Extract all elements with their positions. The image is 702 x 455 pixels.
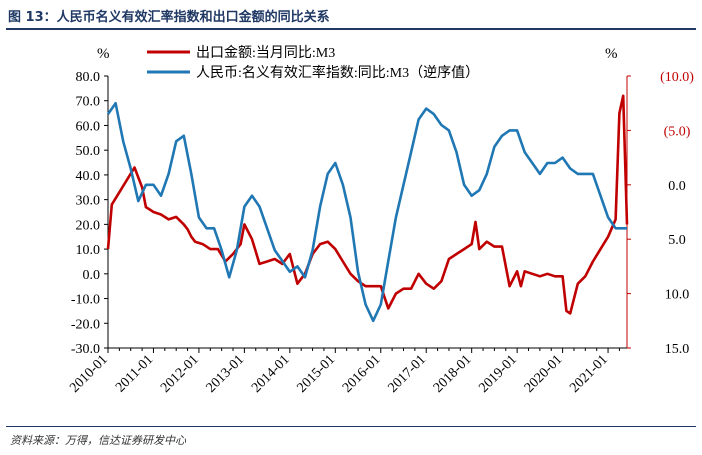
x-tick-label: 2010-01: [67, 352, 111, 396]
figure-title: 图 13：人民币名义有效汇率指数和出口金额的同比关系: [8, 10, 330, 25]
right-tick-label: 5.0: [668, 233, 686, 248]
x-tick-label: 2015-01: [295, 352, 339, 396]
footer-rule: [6, 426, 696, 427]
x-tick-label: 2018-01: [431, 352, 475, 396]
left-tick-label: 0.0: [83, 268, 101, 283]
legend-label-export: 出口金额:当月同比:M3: [196, 45, 335, 61]
right-tick-label: 0.0: [668, 179, 686, 194]
x-tick-label: 2012-01: [158, 352, 202, 396]
source-note: 资料来源：万得，信达证券研发中心: [10, 434, 186, 447]
right-tick-label: (10.0): [660, 70, 694, 85]
right-tick-label: 15.0: [665, 342, 690, 357]
x-tick-label: 2020-01: [522, 352, 566, 396]
left-tick-label: 30.0: [76, 194, 101, 209]
x-tick-label: 2011-01: [113, 352, 156, 395]
title-rule: [6, 28, 696, 30]
left-tick-label: 80.0: [76, 70, 101, 85]
left-tick-label: 60.0: [76, 119, 101, 134]
left-tick-label: 50.0: [76, 144, 101, 159]
chart: % % 80.0 70.0 60.0 50.0 40.0 30.0 20.0 10.0 0.0 -…: [67, 45, 694, 396]
legend-label-rmb: 人民币:名义有效汇率指数:同比:M3（逆序值）: [196, 64, 479, 81]
left-tick-label: -20.0: [71, 317, 100, 332]
x-tick-label: 2017-01: [385, 352, 429, 396]
left-tick-label: -10.0: [71, 293, 100, 308]
series-line-export: [106, 94, 629, 315]
legend: 出口金额:当月同比:M3 人民币:名义有效汇率指数:同比:M3（逆序值）: [147, 45, 479, 81]
left-tick-label: 70.0: [76, 95, 101, 110]
right-unit-label: %: [605, 46, 618, 62]
right-tick-label: (5.0): [664, 124, 691, 139]
x-tick-label: 2021-01: [567, 352, 611, 396]
right-tick-label: 10.0: [665, 288, 690, 303]
x-tick-label: 2019-01: [476, 352, 520, 396]
left-tick-label: 20.0: [76, 218, 101, 233]
x-tick-label: 2014-01: [249, 352, 293, 396]
left-tick-label: 10.0: [76, 243, 101, 258]
x-tick-label: 2016-01: [340, 352, 384, 396]
series-line-rmb: [106, 101, 627, 323]
left-tick-label: -30.0: [71, 342, 100, 357]
left-tick-label: 40.0: [76, 169, 101, 184]
x-tick-label: 2013-01: [204, 352, 248, 396]
left-unit-label: %: [97, 46, 110, 62]
